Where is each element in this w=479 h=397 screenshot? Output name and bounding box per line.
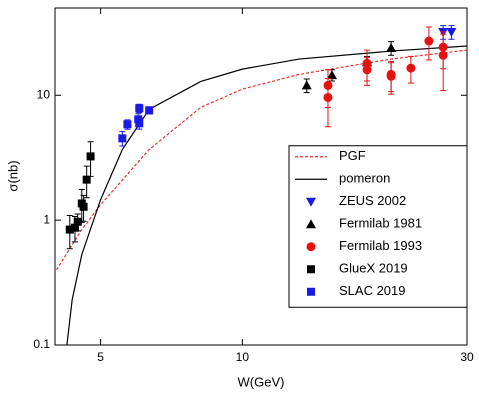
data-point xyxy=(424,36,434,46)
data-point xyxy=(118,134,127,143)
plot-area xyxy=(56,25,467,345)
data-point xyxy=(79,202,88,211)
data-point xyxy=(326,70,337,80)
y-tick-label: 10 xyxy=(37,87,51,101)
error-bar xyxy=(324,78,331,128)
data-point xyxy=(65,225,74,234)
x-tick-label: 5 xyxy=(97,350,104,364)
data-point xyxy=(362,65,372,75)
y-tick-label: 1 xyxy=(43,212,50,226)
data-point xyxy=(301,80,312,90)
legend-label: ZEUS 2002 xyxy=(339,193,406,208)
data-point xyxy=(70,223,79,232)
legend-label: PGF xyxy=(339,148,366,163)
legend-label: SLAC 2019 xyxy=(339,283,406,298)
data-point xyxy=(406,63,416,73)
data-point xyxy=(323,92,333,102)
x-axis-label: W(GeV) xyxy=(238,374,285,389)
data-point xyxy=(82,175,91,184)
legend-marker xyxy=(306,242,316,252)
data-point xyxy=(446,28,457,38)
data-point xyxy=(145,106,154,115)
legend-box xyxy=(288,145,468,308)
legend-marker xyxy=(307,287,315,296)
data-point xyxy=(135,119,144,128)
legend-marker xyxy=(306,197,316,207)
legend-marker xyxy=(307,265,315,274)
y-tick-label: 0.1 xyxy=(33,337,50,351)
data-point xyxy=(134,115,143,124)
y-axis-label: σ(nb) xyxy=(5,160,20,191)
data-point xyxy=(135,104,144,113)
data-point xyxy=(438,50,448,60)
data-point xyxy=(386,71,396,81)
data-point xyxy=(73,217,82,226)
data-point xyxy=(386,43,397,53)
legend-label: pomeron xyxy=(339,171,390,186)
error-bar xyxy=(440,33,447,92)
legend-label: Fermilab 1993 xyxy=(339,238,422,253)
legend-label: Fermilab 1981 xyxy=(339,216,422,231)
legend-marker xyxy=(306,219,316,229)
x-tick-label: 10 xyxy=(236,350,250,364)
x-tick-label: 30 xyxy=(460,350,474,364)
curve xyxy=(56,49,467,271)
data-point xyxy=(86,152,95,161)
legend-label: GlueX 2019 xyxy=(339,261,408,276)
data-point xyxy=(123,120,132,129)
